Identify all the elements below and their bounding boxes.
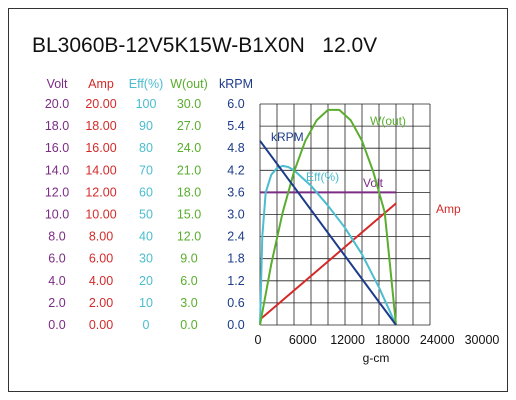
value-tick-label: 16.00 (85, 141, 116, 155)
value-tick-label: 70 (139, 163, 153, 177)
value-tick-label: 4.0 (48, 274, 65, 288)
value-column-header: Amp (88, 77, 114, 91)
x-tick-label: 30000 (465, 333, 500, 347)
value-tick-label: 0.0 (227, 318, 244, 332)
value-tick-label: 10.00 (85, 208, 116, 222)
value-tick-label: 2.00 (89, 296, 113, 310)
value-tick-label: 12.00 (85, 185, 116, 199)
value-tick-label: 14.0 (45, 163, 69, 177)
value-tick-label: 80 (139, 141, 153, 155)
value-tick-label: 10.0 (45, 208, 69, 222)
value-tick-label: 0.6 (227, 296, 244, 310)
x-tick-label: 18000 (375, 333, 410, 347)
value-tick-label: 14.00 (85, 163, 116, 177)
value-column-header: kRPM (219, 77, 253, 91)
value-tick-label: 9.0 (180, 252, 197, 266)
series-line-amp (259, 202, 397, 321)
value-tick-label: 24.0 (177, 141, 201, 155)
value-tick-label: 2.0 (48, 296, 65, 310)
value-tick-label: 18.0 (45, 119, 69, 133)
value-tick-label: 1.2 (227, 274, 244, 288)
series-label: W(out) (370, 114, 406, 128)
value-tick-label: 3.6 (227, 185, 244, 199)
value-tick-label: 15.0 (177, 208, 201, 222)
value-tick-label: 16.0 (45, 141, 69, 155)
value-column-header: Eff(%) (129, 77, 164, 91)
value-tick-label: 18.0 (177, 185, 201, 199)
x-tick-label: 12000 (330, 333, 365, 347)
value-tick-label: 20.00 (85, 97, 116, 111)
value-tick-label: 40 (139, 230, 153, 244)
series-line-eff (259, 164, 397, 326)
chart-title: BL3060B-12V5K15W-B1X0N 12.0V (32, 34, 378, 57)
value-tick-label: 6.0 (180, 274, 197, 288)
value-tick-label: 5.4 (227, 119, 244, 133)
value-tick-label: 6.00 (89, 252, 113, 266)
value-column-header: Volt (47, 77, 68, 91)
series-label: Volt (363, 176, 384, 190)
series-label: Eff(%) (306, 170, 339, 184)
value-tick-label: 4.2 (227, 163, 244, 177)
x-tick-label: 24000 (420, 333, 455, 347)
value-tick-label: 3.0 (227, 208, 244, 222)
value-tick-label: 1.8 (227, 252, 244, 266)
x-axis-label: g-cm (363, 351, 390, 365)
value-tick-label: 4.8 (227, 141, 244, 155)
series-line-wout (259, 108, 397, 326)
value-tick-label: 27.0 (177, 119, 201, 133)
series-line-krpm (259, 140, 397, 326)
value-tick-label: 4.00 (89, 274, 113, 288)
series-label: kRPM (271, 130, 304, 144)
series-label: Amp (436, 202, 461, 216)
value-tick-label: 3.0 (180, 296, 197, 310)
value-tick-label: 20 (139, 274, 153, 288)
value-tick-label: 0.00 (89, 318, 113, 332)
value-tick-label: 12.0 (177, 230, 201, 244)
value-tick-label: 21.0 (177, 163, 201, 177)
value-column-header: W(out) (170, 77, 208, 91)
value-tick-label: 60 (139, 185, 153, 199)
value-tick-label: 90 (139, 119, 153, 133)
value-tick-label: 30.0 (177, 97, 201, 111)
value-tick-label: 6.0 (48, 252, 65, 266)
value-tick-label: 0 (143, 318, 150, 332)
value-tick-label: 0.0 (48, 318, 65, 332)
x-tick-label: 6000 (289, 333, 317, 347)
value-tick-label: 10 (139, 296, 153, 310)
value-tick-label: 8.0 (48, 230, 65, 244)
value-tick-label: 12.0 (45, 185, 69, 199)
value-tick-label: 100 (136, 97, 157, 111)
chart-frame (8, 8, 508, 392)
value-tick-label: 8.00 (89, 230, 113, 244)
x-tick-label: 0 (255, 333, 262, 347)
value-tick-label: 50 (139, 208, 153, 222)
value-tick-label: 20.0 (45, 97, 69, 111)
value-tick-label: 2.4 (227, 230, 244, 244)
value-tick-label: 0.0 (180, 318, 197, 332)
value-tick-label: 30 (139, 252, 153, 266)
value-tick-label: 6.0 (227, 97, 244, 111)
value-tick-label: 18.00 (85, 119, 116, 133)
